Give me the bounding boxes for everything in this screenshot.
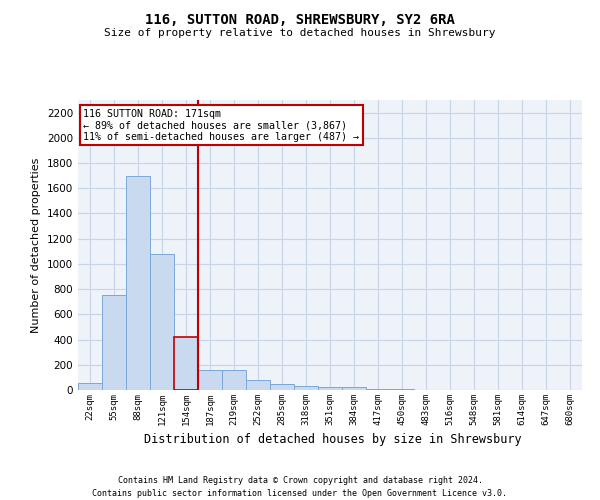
Bar: [78, 383, 102, 390]
Bar: [366, 388, 390, 390]
Y-axis label: Number of detached properties: Number of detached properties: [31, 158, 41, 332]
Text: 116 SUTTON ROAD: 171sqm
← 89% of detached houses are smaller (3,867)
11% of semi: 116 SUTTON ROAD: 171sqm ← 89% of detache…: [83, 108, 359, 142]
Bar: [342, 387, 366, 390]
Text: Contains HM Land Registry data © Crown copyright and database right 2024.: Contains HM Land Registry data © Crown c…: [118, 476, 482, 485]
Bar: [174, 337, 198, 390]
Bar: [198, 370, 222, 390]
Bar: [294, 386, 318, 390]
Bar: [150, 254, 174, 390]
Bar: [246, 380, 270, 390]
Bar: [126, 176, 150, 390]
Text: 116, SUTTON ROAD, SHREWSBURY, SY2 6RA: 116, SUTTON ROAD, SHREWSBURY, SY2 6RA: [145, 12, 455, 26]
Text: Size of property relative to detached houses in Shrewsbury: Size of property relative to detached ho…: [104, 28, 496, 38]
Bar: [222, 370, 246, 390]
Bar: [102, 296, 126, 390]
Bar: [318, 387, 342, 390]
Text: Contains public sector information licensed under the Open Government Licence v3: Contains public sector information licen…: [92, 489, 508, 498]
Bar: [270, 384, 294, 390]
Text: Distribution of detached houses by size in Shrewsbury: Distribution of detached houses by size …: [144, 432, 522, 446]
